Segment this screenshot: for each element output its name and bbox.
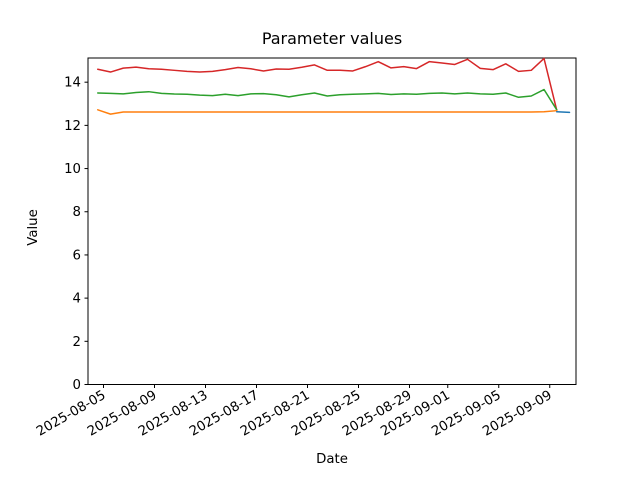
- x-axis-label: Date: [316, 452, 348, 467]
- series-line-orange: [97, 109, 558, 115]
- y-tick-label: 10: [64, 162, 81, 177]
- y-tick-label: 8: [73, 205, 81, 220]
- y-axis-label: Value: [26, 209, 41, 246]
- series-line-green: [97, 88, 558, 111]
- series-line-blue: [556, 111, 571, 114]
- y-tick-label: 4: [73, 292, 81, 307]
- y-tick-label: 12: [64, 119, 81, 134]
- series-line-red: [97, 57, 558, 112]
- chart-title: Parameter values: [261, 29, 403, 48]
- y-tick-label: 6: [73, 248, 81, 263]
- plot-border: [87, 57, 577, 385]
- y-tick-label: 14: [64, 76, 81, 91]
- y-tick-label: 2: [73, 335, 81, 350]
- y-tick-label: 0: [73, 378, 81, 393]
